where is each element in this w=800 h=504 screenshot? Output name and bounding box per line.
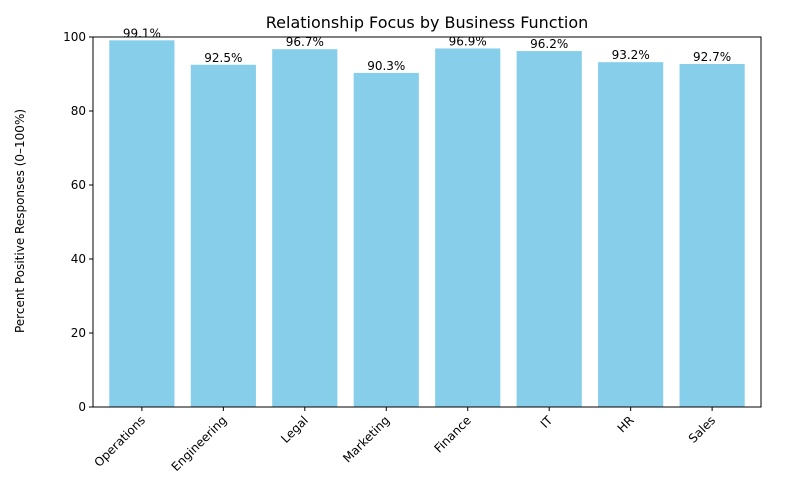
y-tick-label: 20: [71, 326, 86, 340]
y-tick-label: 80: [71, 104, 86, 118]
x-tick-label-engineering: Engineering: [169, 413, 230, 474]
y-tick-label: 100: [63, 30, 86, 44]
bar-sales: [679, 64, 745, 407]
x-tick-label-marketing: Marketing: [340, 413, 392, 465]
bar-engineering: [190, 64, 256, 407]
value-label-it: 96.2%: [530, 37, 568, 51]
bar-it: [516, 51, 582, 408]
value-label-hr: 93.2%: [612, 48, 650, 62]
x-axis-ticks: Operations Engineering Legal Marketing Finan…: [91, 407, 718, 474]
y-axis-ticks: 0 20 40 60 80 100: [63, 30, 93, 414]
value-label-legal: 96.7%: [286, 35, 324, 49]
bar-legal: [272, 49, 338, 408]
bar-finance: [435, 48, 501, 407]
bars-group: [109, 40, 745, 408]
x-tick-label-operations: Operations: [91, 413, 148, 470]
x-tick-label-legal: Legal: [278, 413, 311, 446]
y-tick-label: 60: [71, 178, 86, 192]
chart-title: Relationship Focus by Business Function: [266, 13, 589, 32]
x-tick-label-sales: Sales: [686, 413, 718, 445]
plot-frame: [92, 36, 762, 408]
bar-hr: [598, 62, 664, 407]
value-label-engineering: 92.5%: [204, 51, 242, 65]
value-labels-group: 99.1% 92.5% 96.7% 90.3% 96.9% 96.2% 93.2% 92.7%: [123, 26, 731, 73]
value-label-operations: 99.1%: [123, 26, 161, 40]
x-tick-label-hr: HR: [615, 413, 637, 435]
x-tick-label-finance: Finance: [431, 413, 473, 455]
value-label-sales: 92.7%: [693, 50, 731, 64]
value-label-marketing: 90.3%: [367, 59, 405, 73]
y-tick-label: 0: [78, 400, 86, 414]
y-tick-label: 40: [71, 252, 86, 266]
y-axis-label: Percent Positive Responses (0–100%): [13, 109, 27, 333]
bar-operations: [109, 40, 175, 407]
bar-marketing: [353, 72, 419, 407]
x-tick-label-it: IT: [538, 413, 556, 431]
value-label-finance: 96.9%: [449, 34, 487, 48]
